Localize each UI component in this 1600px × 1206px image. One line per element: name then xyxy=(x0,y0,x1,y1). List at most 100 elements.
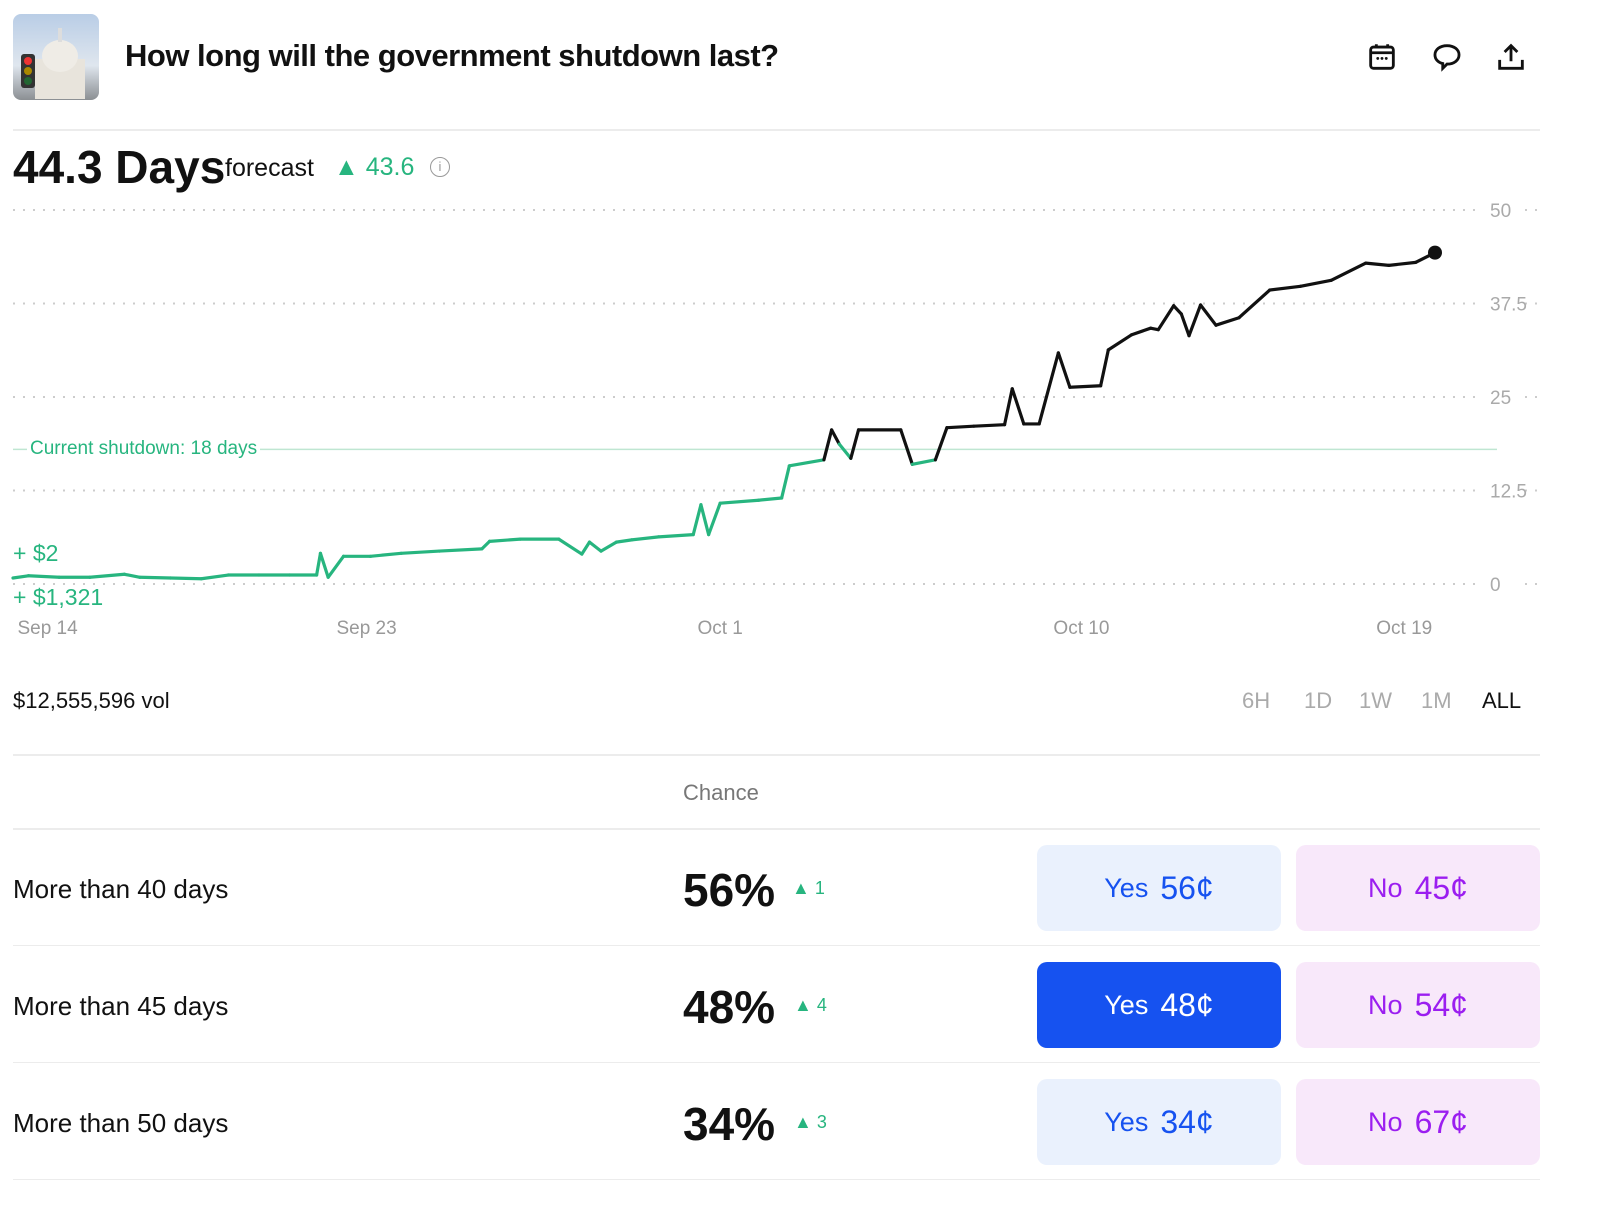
chance-change: ▲ 3 xyxy=(794,1112,827,1133)
chance-change-value: 1 xyxy=(814,878,825,898)
buy-no-button[interactable]: No 45¢ xyxy=(1296,845,1540,931)
y-tick-label: 0 xyxy=(1490,575,1501,596)
no-label: No xyxy=(1368,989,1403,1020)
forecast-chart: 50 37.5 25 12.5 0 xyxy=(11,201,1540,596)
outcome-chance: 34% xyxy=(683,1098,776,1150)
line-segment xyxy=(972,423,1007,428)
line-segment xyxy=(830,428,841,446)
yes-label: Yes xyxy=(1104,1106,1149,1137)
line-segment xyxy=(88,572,127,579)
outcome-label: More than 50 days xyxy=(13,1108,229,1138)
range-6h[interactable]: 6H xyxy=(1242,688,1271,713)
line-segment xyxy=(945,424,976,430)
x-tick-label: Oct 19 xyxy=(1376,618,1433,639)
line-segment xyxy=(1364,261,1391,267)
line-segment xyxy=(1002,387,1014,427)
line-segment xyxy=(1156,304,1176,332)
range-1d[interactable]: 1D xyxy=(1304,688,1333,713)
line-segment xyxy=(1099,348,1110,388)
no-label: No xyxy=(1368,1106,1403,1137)
y-tick-label: 50 xyxy=(1490,201,1511,222)
x-tick-label: Sep 14 xyxy=(17,618,78,639)
line-segment xyxy=(780,464,791,500)
line-segment xyxy=(1387,260,1418,267)
line-segment xyxy=(1106,333,1133,352)
line-segment xyxy=(614,538,634,544)
line-segment xyxy=(1214,316,1241,327)
annotation-large: + $1,321 xyxy=(13,584,104,610)
line-segment xyxy=(26,574,61,579)
buy-yes-button[interactable]: Yes 48¢ xyxy=(1037,962,1281,1048)
line-segment xyxy=(1329,261,1368,282)
range-1w[interactable]: 1W xyxy=(1359,688,1392,713)
chance-header: Chance xyxy=(683,780,759,805)
line-segment xyxy=(487,537,522,543)
reference-label: Current shutdown: 18 days xyxy=(27,438,261,460)
y-tick-label: 25 xyxy=(1490,388,1511,409)
line-segment xyxy=(368,551,403,558)
line-segment xyxy=(691,503,703,537)
divider xyxy=(13,754,1540,756)
no-price: 45¢ xyxy=(1414,869,1468,906)
up-triangle-icon: ▲ xyxy=(794,1112,817,1132)
line-segment xyxy=(399,549,442,555)
outcome-label: More than 45 days xyxy=(13,991,229,1021)
line-segment xyxy=(557,537,584,556)
chance-change: ▲ 1 xyxy=(792,878,825,899)
comment-icon[interactable] xyxy=(1430,40,1464,74)
line-segment xyxy=(580,540,592,556)
buy-no-button[interactable]: No 67¢ xyxy=(1296,1079,1540,1165)
yes-label: Yes xyxy=(1104,872,1149,903)
forecast-change: ▲ 43.6 xyxy=(334,153,414,182)
buy-yes-button[interactable]: Yes 34¢ xyxy=(1037,1079,1281,1165)
line-segment xyxy=(718,498,761,505)
x-tick-label: Oct 1 xyxy=(697,618,743,639)
line-segment xyxy=(849,428,861,460)
yes-price: 56¢ xyxy=(1160,869,1214,906)
chance-change: ▲ 4 xyxy=(794,995,827,1016)
buy-no-button[interactable]: No 54¢ xyxy=(1296,962,1540,1048)
market-title: How long will the government shutdown la… xyxy=(125,38,779,73)
forecast-value: 44.3 Days xyxy=(13,141,226,193)
chance-change-value: 3 xyxy=(816,1112,827,1132)
no-price: 67¢ xyxy=(1414,1103,1468,1140)
line-segment xyxy=(899,428,914,466)
line-segment xyxy=(1268,284,1303,292)
line-segment xyxy=(438,547,484,553)
line-segment xyxy=(1187,303,1203,338)
calendar-icon[interactable] xyxy=(1365,40,1399,74)
divider xyxy=(13,828,1540,830)
line-segment xyxy=(315,551,323,577)
range-all[interactable]: ALL xyxy=(1482,688,1522,713)
share-icon[interactable] xyxy=(1494,40,1528,74)
line-segment xyxy=(199,573,230,581)
line-segment xyxy=(1179,312,1191,338)
forecast-label: forecast xyxy=(225,154,314,182)
line-segment xyxy=(822,428,834,462)
last-point-marker xyxy=(1428,245,1442,260)
x-tick-label: Sep 23 xyxy=(336,618,397,639)
line-segment xyxy=(787,458,826,468)
divider xyxy=(13,1062,1540,1063)
line-segment xyxy=(318,551,330,579)
info-icon[interactable]: i xyxy=(430,157,450,177)
yes-price: 34¢ xyxy=(1160,1103,1214,1140)
capitol-image xyxy=(21,28,85,99)
line-segment xyxy=(630,535,661,542)
buy-yes-button[interactable]: Yes 56¢ xyxy=(1037,845,1281,931)
line-segment xyxy=(756,496,784,502)
line-segment xyxy=(1010,387,1026,426)
range-1m[interactable]: 1M xyxy=(1421,688,1452,713)
line-segment xyxy=(1237,288,1272,320)
line-segment xyxy=(933,426,949,462)
line-segment xyxy=(657,533,695,539)
line-segment xyxy=(168,576,203,581)
line-segment xyxy=(1056,351,1072,389)
line-segment xyxy=(1129,326,1153,337)
line-segment xyxy=(1172,304,1183,316)
line-segment xyxy=(910,458,937,466)
line-segment xyxy=(1198,303,1218,327)
line-segment xyxy=(599,540,618,553)
yes-label: Yes xyxy=(1104,989,1149,1020)
